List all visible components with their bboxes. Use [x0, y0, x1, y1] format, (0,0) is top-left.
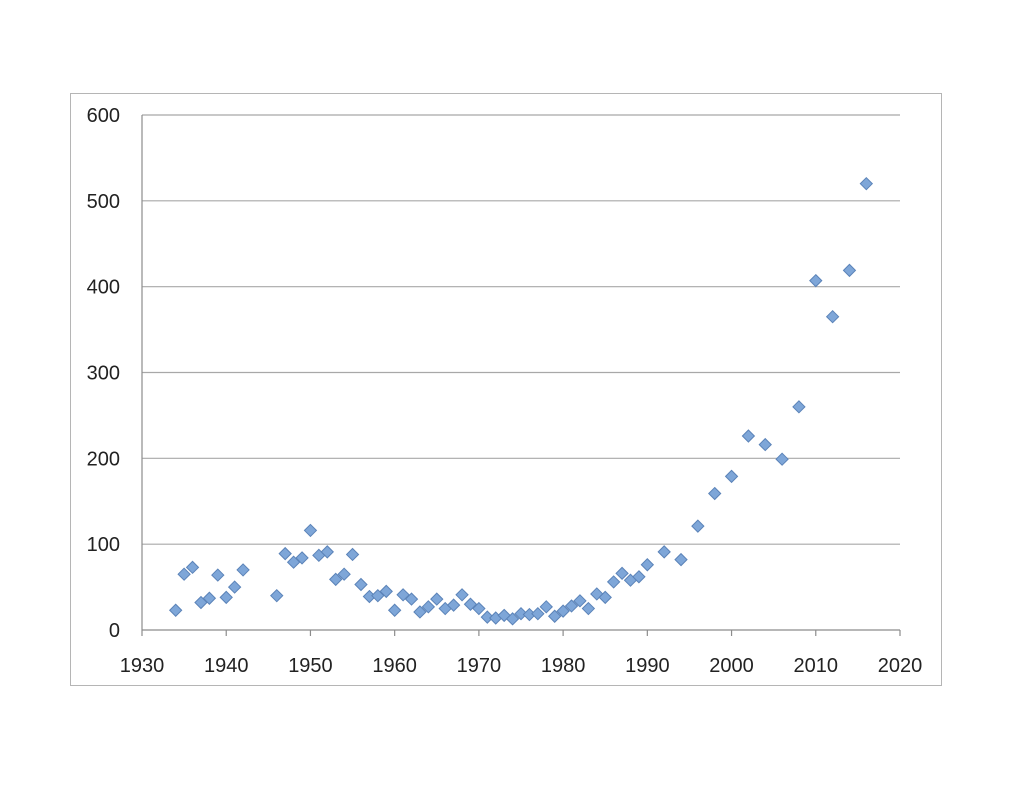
data-point — [531, 606, 545, 621]
axes — [141, 115, 901, 636]
data-point — [421, 600, 436, 614]
data-point — [455, 588, 469, 602]
data-point — [320, 545, 334, 559]
data-point — [211, 568, 225, 582]
data-point — [573, 594, 587, 608]
x-tick-label: 2020 — [878, 655, 923, 677]
y-tick-label: 500 — [87, 191, 120, 213]
data-point — [724, 469, 739, 484]
data-point — [657, 545, 671, 559]
x-tick-labels: 1930 1940 1950 1960 1970 1980 1990 2000 2010 2020 — [120, 655, 923, 677]
data-point — [194, 595, 208, 610]
data-point — [413, 605, 427, 619]
x-tick-label: 1970 — [457, 655, 502, 677]
data-point — [606, 575, 621, 589]
data-point — [295, 551, 309, 565]
data-point — [185, 560, 200, 575]
x-tick-label: 1990 — [625, 655, 670, 677]
data-point — [792, 400, 806, 414]
data-point — [202, 591, 217, 605]
data-point — [177, 567, 191, 581]
data-point — [674, 552, 688, 567]
x-tick-label: 1950 — [288, 655, 333, 677]
data-point — [825, 310, 840, 324]
data-point — [505, 612, 520, 626]
x-tick-label: 2000 — [709, 655, 754, 677]
data-point — [775, 452, 789, 466]
data-point — [556, 604, 570, 618]
data-point — [396, 588, 410, 602]
data-point — [758, 437, 772, 452]
y-tick-label: 100 — [87, 534, 120, 556]
data-point — [404, 592, 419, 606]
data-point — [345, 547, 360, 562]
y-tick-label: 600 — [87, 105, 120, 127]
data-point — [547, 609, 562, 623]
data-point — [387, 603, 402, 617]
data-point — [430, 592, 444, 606]
x-tick-label: 2010 — [794, 655, 839, 677]
data-point — [270, 588, 284, 603]
data-point — [446, 598, 461, 612]
data-point — [632, 570, 646, 584]
data-point — [615, 566, 629, 581]
data-point — [564, 599, 579, 613]
x-tick-label: 1980 — [541, 655, 586, 677]
data-point — [286, 555, 301, 569]
x-tick-label: 1930 — [120, 655, 165, 677]
chart-frame — [70, 93, 942, 686]
y-tick-label: 200 — [87, 448, 120, 470]
data-point — [480, 610, 495, 624]
data-point — [354, 577, 368, 592]
data-point — [842, 263, 857, 278]
data-point — [640, 558, 655, 572]
y-tick-labels: 0 100 200 300 400 500 600 — [87, 105, 120, 642]
data-point — [809, 273, 823, 288]
data-point — [337, 567, 351, 581]
data-point — [303, 523, 318, 538]
data-point — [514, 606, 528, 621]
data-points — [168, 176, 874, 626]
data-point — [236, 563, 250, 577]
gridlines — [142, 114, 900, 545]
y-tick-label: 400 — [87, 277, 120, 299]
x-tick-label: 1960 — [372, 655, 417, 677]
x-tick-label: 1940 — [204, 655, 249, 677]
data-point — [708, 486, 722, 501]
data-point — [581, 601, 596, 616]
data-point — [227, 580, 242, 594]
data-point — [463, 597, 478, 611]
data-point — [539, 600, 553, 614]
data-point — [278, 546, 292, 561]
data-point — [219, 590, 233, 605]
data-point — [741, 429, 756, 443]
data-point — [859, 176, 874, 191]
data-point — [329, 572, 343, 587]
data-point — [598, 590, 612, 605]
data-point — [379, 584, 393, 599]
y-tick-label: 300 — [87, 363, 120, 385]
data-point — [691, 519, 705, 533]
data-point — [371, 588, 385, 603]
data-point — [168, 603, 183, 617]
y-tick-label: 0 — [109, 620, 120, 642]
data-point — [472, 601, 486, 616]
